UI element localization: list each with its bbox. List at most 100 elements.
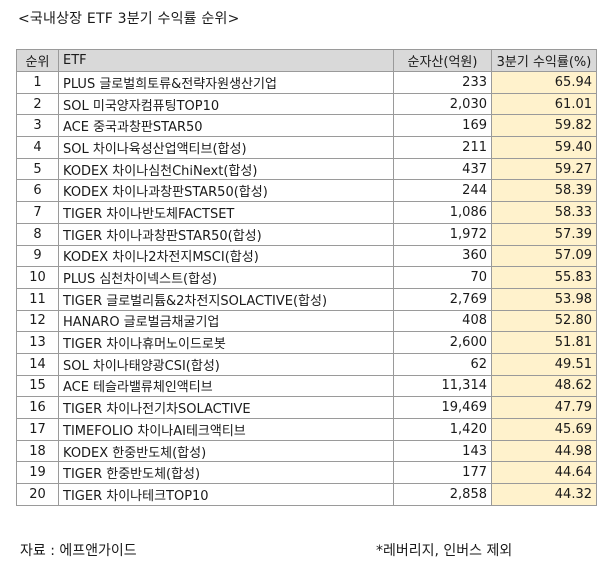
aum-cell: 1,086 bbox=[393, 201, 492, 224]
return-cell: 52.80 bbox=[491, 309, 597, 333]
aum-cell: 70 bbox=[393, 266, 492, 289]
exclusion-note: *레버리지, 인버스 제외 bbox=[376, 543, 513, 559]
table-title: <국내상장 ETF 3분기 수익률 순위> bbox=[18, 11, 240, 27]
table-row: 4 SOL 차이나육성산업액티브(합성) 211 59.40 bbox=[16, 136, 597, 159]
etf-name-cell: PLUS 심천차이넥스트(합성) bbox=[58, 266, 394, 289]
return-cell: 45.69 bbox=[491, 418, 597, 441]
table-row: 15 ACE 테슬라밸류체인액티브 11,314 48.62 bbox=[16, 374, 597, 398]
aum-cell: 360 bbox=[393, 244, 492, 268]
etf-name-cell: KODEX 차이나2차전지MSCI(합성) bbox=[58, 244, 394, 268]
etf-name-cell: TIGER 차이나전기차SOLACTIVE bbox=[58, 396, 394, 419]
rank-cell: 6 bbox=[16, 179, 59, 203]
etf-name-cell: TIGER 한중반도체(합성) bbox=[58, 461, 394, 485]
etf-name-cell: TIGER 차이나휴머노이드로봇 bbox=[58, 331, 394, 354]
aum-cell: 11,314 bbox=[393, 374, 492, 398]
table-row: 16 TIGER 차이나전기차SOLACTIVE 19,469 47.79 bbox=[16, 396, 597, 419]
rank-cell: 1 bbox=[16, 71, 59, 94]
aum-cell: 169 bbox=[393, 114, 492, 138]
rank-cell: 2 bbox=[16, 92, 59, 116]
table-row: 7 TIGER 차이나반도체FACTSET 1,086 58.33 bbox=[16, 201, 597, 224]
aum-cell: 244 bbox=[393, 179, 492, 203]
etf-name-cell: TIGER 글로벌리튬&2차전지SOLACTIVE(합성) bbox=[58, 287, 394, 311]
return-cell: 55.83 bbox=[491, 266, 597, 289]
table-header-row: 순위 ETF 순자산(억원) 3분기 수익률(%) bbox=[16, 49, 597, 72]
aum-cell: 437 bbox=[393, 157, 492, 181]
aum-cell: 2,600 bbox=[393, 331, 492, 354]
etf-name-cell: KODEX 한중반도체(합성) bbox=[58, 439, 394, 463]
return-cell: 47.79 bbox=[491, 396, 597, 419]
etf-name-cell: TIGER 차이나테크TOP10 bbox=[58, 483, 394, 506]
etf-name-cell: TIGER 차이나반도체FACTSET bbox=[58, 201, 394, 224]
table-row: 18 KODEX 한중반도체(합성) 143 44.98 bbox=[16, 439, 597, 463]
header-aum: 순자산(억원) bbox=[393, 49, 492, 72]
rank-cell: 3 bbox=[16, 114, 59, 138]
rank-cell: 5 bbox=[16, 157, 59, 181]
aum-cell: 19,469 bbox=[393, 396, 492, 419]
rank-cell: 13 bbox=[16, 331, 59, 354]
return-cell: 44.98 bbox=[491, 439, 597, 463]
rank-cell: 20 bbox=[16, 483, 59, 506]
aum-cell: 233 bbox=[393, 71, 492, 94]
table-row: 20 TIGER 차이나테크TOP10 2,858 44.32 bbox=[16, 483, 597, 506]
aum-cell: 211 bbox=[393, 136, 492, 159]
etf-name-cell: SOL 차이나태양광CSI(합성) bbox=[58, 352, 394, 376]
rank-cell: 10 bbox=[16, 266, 59, 289]
return-cell: 58.39 bbox=[491, 179, 597, 203]
etf-name-cell: ACE 테슬라밸류체인액티브 bbox=[58, 374, 394, 398]
etf-ranking-table: 순위 ETF 순자산(억원) 3분기 수익률(%) 1 PLUS 글로벌희토류&전… bbox=[16, 49, 597, 506]
header-etf: ETF bbox=[58, 49, 394, 72]
table-row: 5 KODEX 차이나심천ChiNext(합성) 437 59.27 bbox=[16, 157, 597, 181]
rank-cell: 4 bbox=[16, 136, 59, 159]
return-cell: 57.39 bbox=[491, 222, 597, 246]
aum-cell: 1,420 bbox=[393, 418, 492, 441]
header-rank: 순위 bbox=[16, 49, 59, 72]
rank-cell: 7 bbox=[16, 201, 59, 224]
aum-cell: 408 bbox=[393, 309, 492, 333]
rank-cell: 11 bbox=[16, 287, 59, 311]
aum-cell: 1,972 bbox=[393, 222, 492, 246]
table-row: 13 TIGER 차이나휴머노이드로봇 2,600 51.81 bbox=[16, 331, 597, 354]
aum-cell: 2,030 bbox=[393, 92, 492, 116]
header-return: 3분기 수익률(%) bbox=[491, 49, 597, 72]
rank-cell: 14 bbox=[16, 352, 59, 376]
return-cell: 49.51 bbox=[491, 352, 597, 376]
aum-cell: 62 bbox=[393, 352, 492, 376]
etf-name-cell: TIGER 차이나과창판STAR50(합성) bbox=[58, 222, 394, 246]
aum-cell: 2,769 bbox=[393, 287, 492, 311]
table-row: 9 KODEX 차이나2차전지MSCI(합성) 360 57.09 bbox=[16, 244, 597, 268]
table-row: 1 PLUS 글로벌희토류&전략자원생산기업 233 65.94 bbox=[16, 71, 597, 94]
return-cell: 44.32 bbox=[491, 483, 597, 506]
aum-cell: 2,858 bbox=[393, 483, 492, 506]
etf-name-cell: SOL 차이나육성산업액티브(합성) bbox=[58, 136, 394, 159]
return-cell: 59.82 bbox=[491, 114, 597, 138]
etf-name-cell: ACE 중국과창판STAR50 bbox=[58, 114, 394, 138]
return-cell: 44.64 bbox=[491, 461, 597, 485]
return-cell: 61.01 bbox=[491, 92, 597, 116]
aum-cell: 143 bbox=[393, 439, 492, 463]
etf-name-cell: TIMEFOLIO 차이나AI테크액티브 bbox=[58, 418, 394, 441]
rank-cell: 9 bbox=[16, 244, 59, 268]
table-body: 1 PLUS 글로벌희토류&전략자원생산기업 233 65.94 2 SOL 미국양자컴퓨… bbox=[16, 71, 597, 506]
source-note: 자료 : 에프앤가이드 bbox=[20, 543, 137, 559]
return-cell: 59.40 bbox=[491, 136, 597, 159]
rank-cell: 18 bbox=[16, 439, 59, 463]
table-row: 8 TIGER 차이나과창판STAR50(합성) 1,972 57.39 bbox=[16, 222, 597, 246]
table-row: 12 HANARO 글로벌금채굴기업 408 52.80 bbox=[16, 309, 597, 333]
rank-cell: 15 bbox=[16, 374, 59, 398]
table-row: 10 PLUS 심천차이넥스트(합성) 70 55.83 bbox=[16, 266, 597, 289]
etf-name-cell: PLUS 글로벌희토류&전략자원생산기업 bbox=[58, 71, 394, 94]
return-cell: 51.81 bbox=[491, 331, 597, 354]
table-row: 19 TIGER 한중반도체(합성) 177 44.64 bbox=[16, 461, 597, 485]
return-cell: 48.62 bbox=[491, 374, 597, 398]
table-row: 14 SOL 차이나태양광CSI(합성) 62 49.51 bbox=[16, 352, 597, 376]
etf-name-cell: KODEX 차이나과창판STAR50(합성) bbox=[58, 179, 394, 203]
return-cell: 53.98 bbox=[491, 287, 597, 311]
etf-name-cell: KODEX 차이나심천ChiNext(합성) bbox=[58, 157, 394, 181]
return-cell: 57.09 bbox=[491, 244, 597, 268]
etf-name-cell: SOL 미국양자컴퓨팅TOP10 bbox=[58, 92, 394, 116]
rank-cell: 8 bbox=[16, 222, 59, 246]
rank-cell: 12 bbox=[16, 309, 59, 333]
rank-cell: 17 bbox=[16, 418, 59, 441]
table-row: 17 TIMEFOLIO 차이나AI테크액티브 1,420 45.69 bbox=[16, 418, 597, 441]
return-cell: 65.94 bbox=[491, 71, 597, 94]
